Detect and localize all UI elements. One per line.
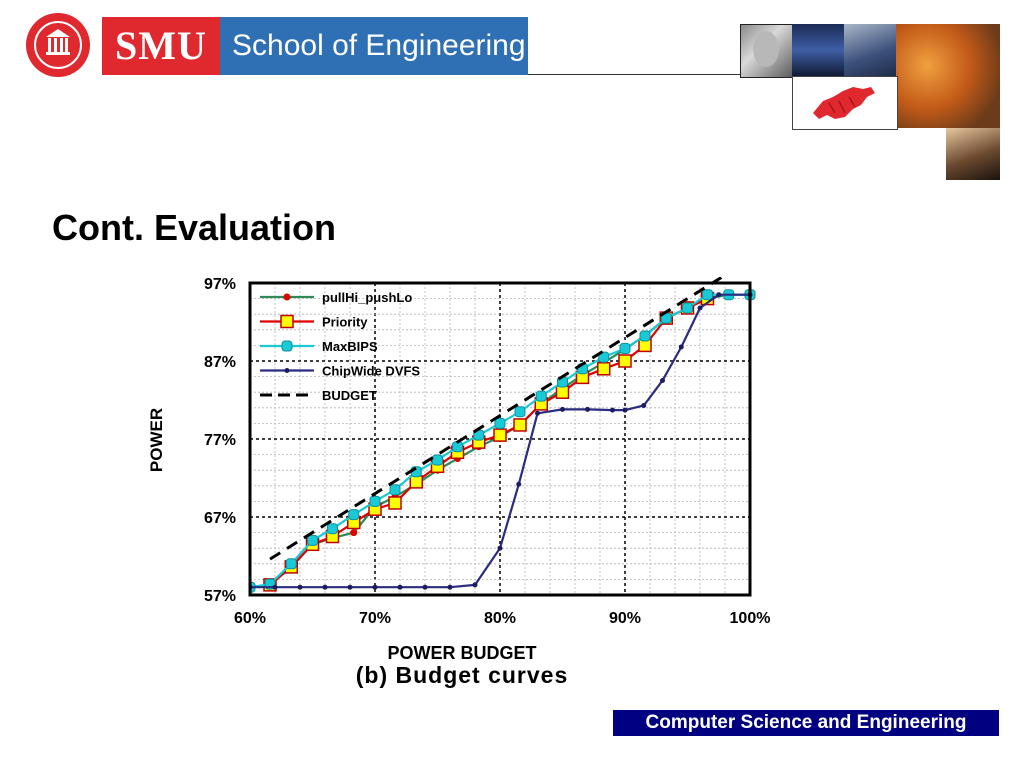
pullhi-marker xyxy=(283,293,291,301)
mustang-logo-image xyxy=(792,76,898,130)
autumn-building-photo xyxy=(896,24,1000,128)
priority-marker xyxy=(597,362,611,376)
maxbips-marker xyxy=(639,330,651,342)
dvfs-marker xyxy=(535,410,540,416)
dvfs-marker xyxy=(284,368,290,373)
server-room-photo xyxy=(792,24,844,76)
x-tick-label: 70% xyxy=(359,610,391,627)
series-line xyxy=(269,277,725,561)
x-tick-label: 100% xyxy=(730,610,771,627)
dvfs-marker xyxy=(372,584,378,590)
maxbips-marker xyxy=(281,340,293,352)
pullhi-marker xyxy=(350,529,358,537)
dvfs-marker xyxy=(422,584,428,590)
x-tick-label: 60% xyxy=(234,610,266,627)
smu-logo-text: SMU xyxy=(102,17,220,75)
dvfs-marker xyxy=(516,481,522,487)
series-line xyxy=(269,297,708,586)
dvfs-marker xyxy=(585,406,590,412)
legend-entry: MaxBIPS xyxy=(322,339,378,354)
legend-entry: BUDGET xyxy=(322,388,377,403)
legend-entry: Priority xyxy=(322,315,368,330)
plot-frame xyxy=(248,281,752,597)
dvfs-marker xyxy=(678,344,684,350)
dvfs-marker xyxy=(610,407,615,413)
priority-marker xyxy=(513,418,527,432)
dvfs-marker xyxy=(622,407,628,413)
dvfs-marker xyxy=(497,545,503,551)
dvfs-marker xyxy=(641,402,647,408)
dvfs-marker xyxy=(322,584,328,590)
dvfs-marker xyxy=(716,292,722,298)
priority-marker xyxy=(280,314,294,329)
priority-marker xyxy=(388,496,402,510)
campus-photo xyxy=(844,24,896,76)
x-tick-label: 80% xyxy=(484,610,516,627)
y-tick-label: 67% xyxy=(204,510,236,527)
chart-caption: (b) Budget curves xyxy=(356,662,569,688)
dvfs-marker xyxy=(297,584,303,590)
y-tick-label: 87% xyxy=(204,354,236,371)
students-photo xyxy=(946,128,1000,180)
maxbips-marker xyxy=(432,454,443,466)
dvfs-marker xyxy=(697,305,703,311)
maxbips-marker xyxy=(514,406,526,418)
maxbips-marker xyxy=(619,343,631,355)
maxbips-marker xyxy=(285,558,297,570)
y-axis-label: POWER xyxy=(147,408,166,472)
y-tick-label: 77% xyxy=(204,432,236,449)
slide-header: SMU School of Engineering xyxy=(0,0,1024,185)
priority-marker xyxy=(555,385,570,399)
dvfs-marker xyxy=(397,584,403,590)
maxbips-marker xyxy=(682,302,693,314)
dvfs-marker xyxy=(447,584,453,590)
maxbips-marker xyxy=(702,289,713,301)
header-divider xyxy=(528,74,740,75)
series-chipwide-dvfs xyxy=(250,292,753,590)
x-axis-label: POWER BUDGET xyxy=(387,643,536,663)
x-tick-label: 90% xyxy=(609,610,641,627)
dvfs-marker xyxy=(272,584,278,590)
series-budget xyxy=(269,277,725,561)
dvfs-marker xyxy=(660,378,665,383)
maxbips-marker xyxy=(327,523,338,535)
school-name: School of Engineering xyxy=(220,17,528,75)
maxbips-marker xyxy=(389,484,401,496)
maxbips-marker xyxy=(348,509,360,521)
y-tick-label: 57% xyxy=(204,588,236,605)
university-seal-logo xyxy=(26,13,90,77)
priority-marker xyxy=(409,475,423,489)
portrait-photo xyxy=(740,24,794,78)
maxbips-marker xyxy=(535,390,547,402)
legend-entry: ChipWide DVFS xyxy=(322,364,420,379)
y-tick-label: 97% xyxy=(204,276,236,293)
legend-entry: pullHi_pushLo xyxy=(322,290,412,305)
maxbips-marker xyxy=(369,495,381,507)
dvfs-marker xyxy=(472,582,478,588)
dvfs-marker xyxy=(560,406,565,412)
footer-banner: Computer Science and Engineering xyxy=(613,710,999,736)
maxbips-marker xyxy=(494,417,506,429)
dvfs-marker xyxy=(347,584,353,590)
slide-title: Cont. Evaluation xyxy=(52,207,337,248)
maxbips-marker xyxy=(307,534,318,546)
maxbips-marker xyxy=(598,351,610,363)
priority-marker xyxy=(618,354,632,368)
budget-curves-chart: 60% 70% 80% 90% 100% 57% 67% 77% 87% 97% pullHi_p… xyxy=(147,276,771,688)
priority-marker xyxy=(493,428,507,442)
